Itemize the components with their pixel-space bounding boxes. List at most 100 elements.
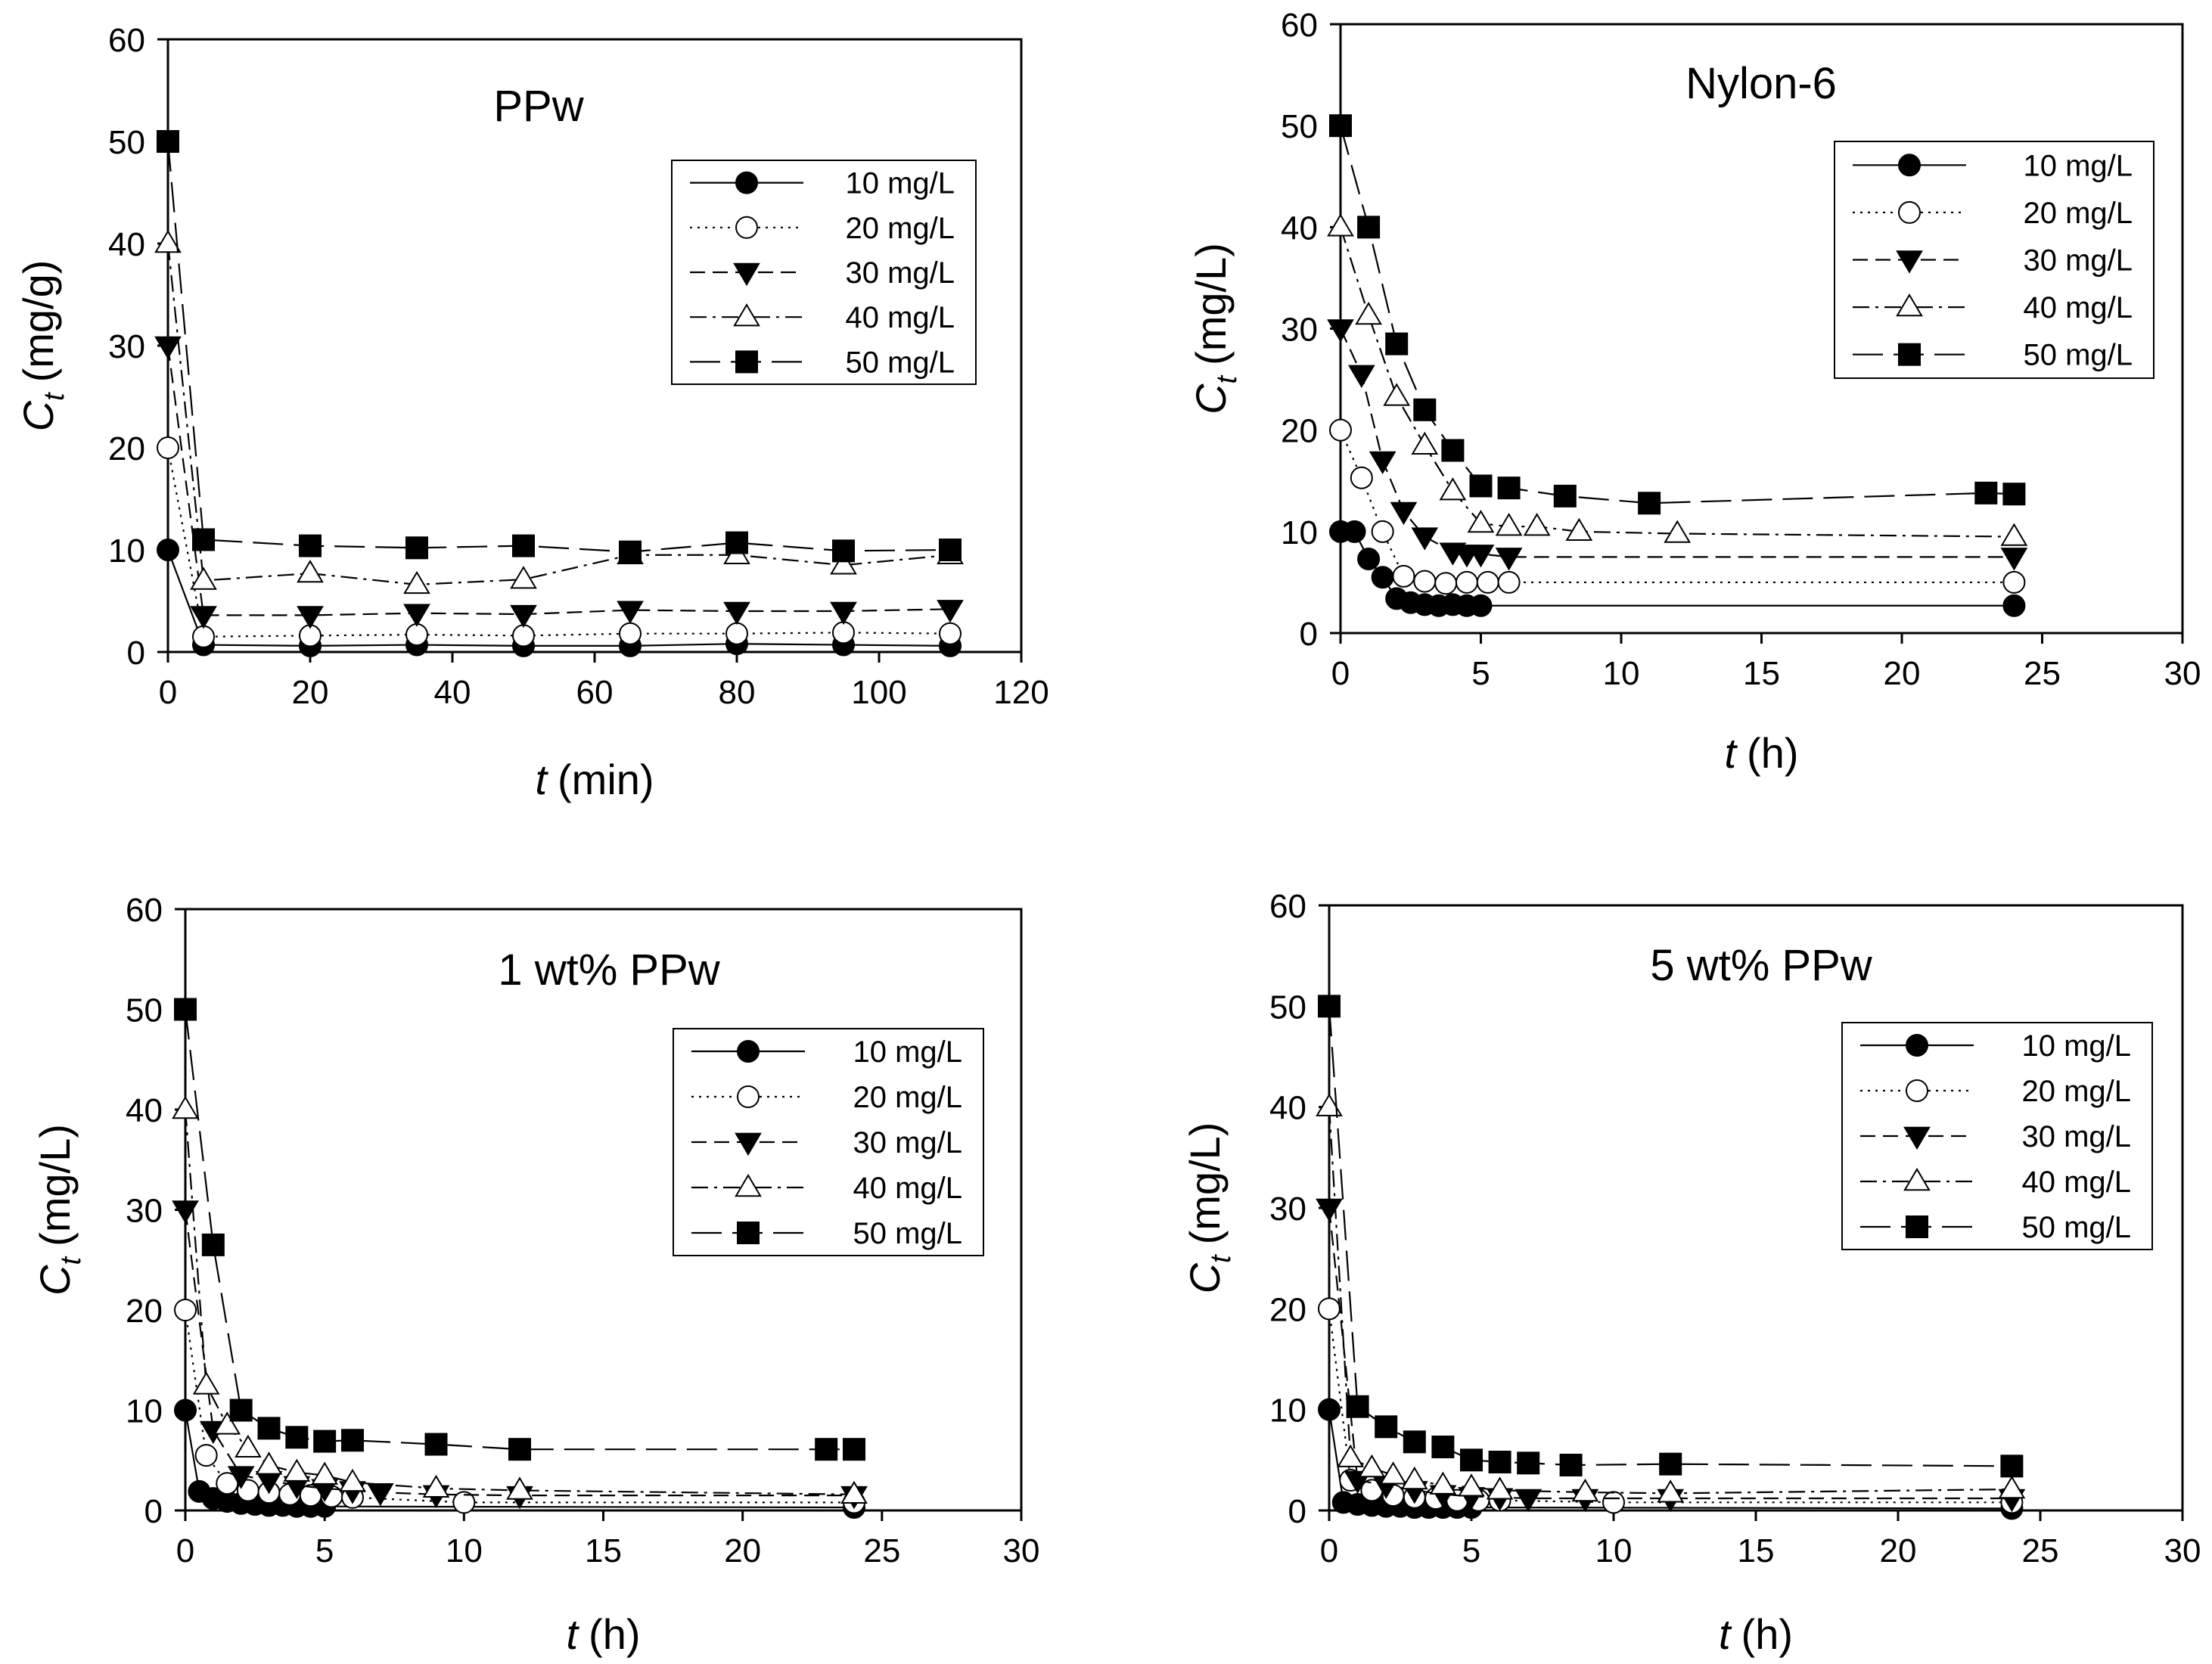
y-tick-label: 10 bbox=[108, 532, 145, 570]
x-tick-label: 0 bbox=[176, 1532, 194, 1569]
data-point bbox=[194, 1444, 218, 1467]
data-point bbox=[154, 229, 182, 253]
legend-marker bbox=[735, 216, 758, 239]
data-point bbox=[299, 534, 322, 557]
legend-label: 30 mg/L bbox=[2023, 244, 2133, 278]
y-tick-label: 10 bbox=[126, 1393, 163, 1430]
y-tick-label: 50 bbox=[108, 124, 145, 161]
data-point bbox=[213, 1411, 241, 1435]
series-50-mg-l bbox=[1318, 995, 2024, 1478]
data-point bbox=[313, 1430, 337, 1453]
y-axis-subscript: t bbox=[55, 1256, 87, 1265]
data-point bbox=[725, 622, 748, 645]
data-point bbox=[2002, 594, 2026, 617]
data-point bbox=[257, 1417, 281, 1440]
data-point bbox=[1565, 517, 1593, 542]
series-20-mg-l bbox=[157, 436, 962, 648]
data-point bbox=[2002, 483, 2026, 506]
y-tick-label: 60 bbox=[1269, 888, 1306, 925]
data-point bbox=[1369, 451, 1396, 474]
data-point bbox=[1638, 492, 1661, 515]
data-point bbox=[510, 604, 537, 629]
data-point bbox=[297, 559, 324, 583]
data-point bbox=[1429, 1471, 1457, 1495]
data-point bbox=[1350, 466, 1373, 489]
data-point bbox=[617, 601, 644, 624]
data-point bbox=[452, 1491, 476, 1514]
chart-title: PPw bbox=[493, 82, 584, 131]
legend-label: 40 mg/L bbox=[853, 1172, 962, 1205]
data-point bbox=[192, 528, 215, 551]
data-point bbox=[1327, 213, 1354, 237]
series-10-mg-l bbox=[1329, 520, 2026, 617]
data-point bbox=[508, 1438, 531, 1461]
data-point bbox=[192, 625, 215, 648]
y-tick-label: 10 bbox=[1269, 1392, 1306, 1430]
y-axis-unit: (mg/L) bbox=[1187, 243, 1235, 365]
y-tick-label: 40 bbox=[126, 1092, 163, 1129]
data-point bbox=[1515, 1489, 1542, 1513]
data-point bbox=[1347, 365, 1375, 388]
data-point bbox=[229, 1399, 253, 1422]
data-point bbox=[1343, 520, 1366, 543]
x-tick-label: 15 bbox=[1743, 655, 1780, 692]
y-tick-label: 60 bbox=[126, 892, 163, 929]
legend-label: 20 mg/L bbox=[853, 1081, 962, 1114]
x-tick-label: 15 bbox=[1738, 1532, 1775, 1569]
data-point bbox=[937, 600, 964, 623]
x-tick-label: 25 bbox=[2024, 655, 2061, 692]
data-point bbox=[1455, 570, 1478, 594]
chart-title: Nylon-6 bbox=[1685, 59, 1837, 108]
data-point bbox=[1392, 564, 1415, 588]
series-40-mg-l bbox=[1327, 213, 2028, 546]
series-50-mg-l bbox=[174, 998, 865, 1461]
legend-marker bbox=[1906, 1034, 1928, 1057]
data-point bbox=[1413, 570, 1437, 593]
data-point bbox=[832, 621, 855, 644]
x-tick-label: 0 bbox=[1320, 1532, 1338, 1569]
data-point bbox=[725, 531, 748, 554]
legend-label: 20 mg/L bbox=[845, 212, 955, 245]
y-tick-label: 30 bbox=[1269, 1191, 1306, 1228]
data-point bbox=[174, 998, 197, 1021]
y-tick-label: 20 bbox=[108, 430, 145, 467]
data-point bbox=[1460, 1448, 1483, 1472]
legend-marker bbox=[1898, 343, 1921, 366]
legend-label: 40 mg/L bbox=[845, 301, 955, 334]
y-tick-label: 50 bbox=[1269, 989, 1306, 1026]
x-axis-variable: t bbox=[1724, 729, 1738, 777]
data-point bbox=[1659, 1452, 1682, 1476]
y-axis-variable: C bbox=[1181, 1262, 1229, 1293]
data-point bbox=[1467, 545, 1495, 568]
series-40-mg-l bbox=[172, 1095, 868, 1504]
legend: 10 mg/L 20 mg/L 30 mg/L 40 mg/L 50 mg/L bbox=[673, 1028, 984, 1256]
x-tick-label: 20 bbox=[1880, 1532, 1917, 1569]
data-point bbox=[1998, 1475, 2026, 1499]
legend-marker bbox=[735, 1132, 762, 1156]
y-tick-label: 40 bbox=[1281, 210, 1318, 247]
series-30-mg-l bbox=[154, 336, 964, 629]
data-point bbox=[1602, 1491, 1625, 1514]
x-tick-label: 0 bbox=[159, 674, 177, 711]
y-tick-label: 30 bbox=[1281, 312, 1318, 349]
data-point bbox=[2002, 570, 2026, 594]
data-point bbox=[1390, 501, 1418, 526]
y-tick-label: 20 bbox=[1281, 413, 1318, 450]
data-point bbox=[830, 601, 857, 626]
series-50-mg-l bbox=[157, 130, 962, 563]
data-point bbox=[1371, 520, 1394, 543]
data-point bbox=[619, 540, 642, 563]
data-point bbox=[1411, 527, 1439, 551]
x-tick-label: 5 bbox=[1471, 655, 1490, 692]
x-tick-label: 120 bbox=[993, 674, 1049, 711]
x-tick-label: 5 bbox=[315, 1532, 334, 1569]
data-point bbox=[1657, 1479, 1685, 1503]
data-point bbox=[1523, 513, 1551, 536]
y-axis-label: Ct (mg/L) bbox=[1181, 1122, 1237, 1294]
legend-label: 30 mg/L bbox=[853, 1126, 962, 1160]
data-point bbox=[157, 539, 179, 561]
y-tick-label: 40 bbox=[1269, 1090, 1306, 1127]
